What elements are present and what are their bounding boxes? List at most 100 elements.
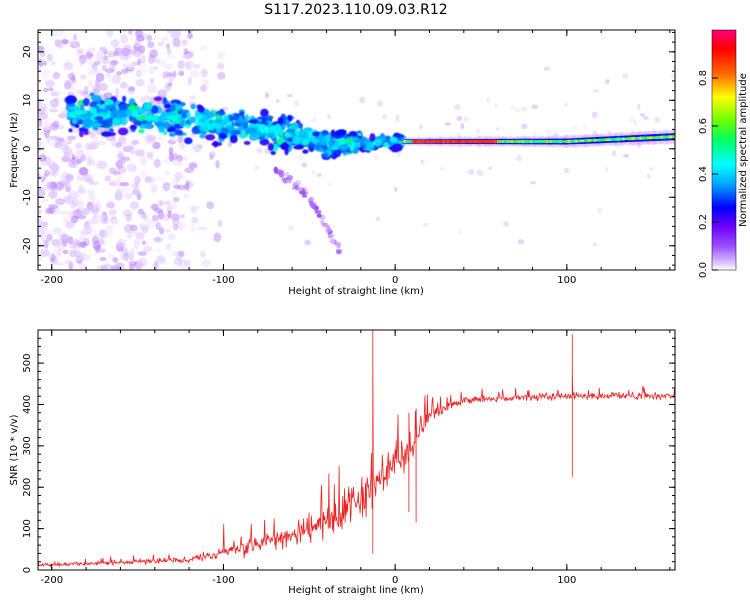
spectrogram-cell [488, 166, 493, 170]
spectrogram-cell [213, 140, 218, 148]
spectrogram-cell [592, 242, 598, 247]
spectrogram-cell [60, 233, 70, 244]
spectrogram-cell [113, 170, 121, 176]
spectrogram-cell [300, 134, 308, 140]
spectrogram-cell [108, 209, 118, 216]
spectrogram-cell [516, 154, 522, 162]
spectrogram-cell [104, 105, 113, 110]
spectrogram-cell [266, 132, 272, 137]
spectrogram-cell [168, 201, 178, 210]
spectrogram-cell [58, 180, 69, 188]
spectrogram-cell [170, 31, 178, 39]
spectrogram-cell [335, 248, 341, 253]
spectrogram-cell [300, 139, 310, 146]
colorbar-label: Normalized spectral amplitude [738, 73, 749, 227]
spectrogram-cell [63, 217, 70, 223]
spectrogram-cell [327, 235, 333, 239]
spectrogram-cell [242, 121, 249, 129]
spectrogram-cell [264, 92, 270, 99]
spectrogram-y-tick-label: 10 [22, 94, 33, 107]
colorbar: 0.0 0.2 0.4 0.6 0.8 Normalized spectral ampl… [698, 29, 749, 278]
spectrogram-cell [591, 111, 598, 119]
spectrogram-cell [301, 194, 308, 198]
spectrogram-cell [152, 141, 161, 150]
spectrogram-cell [178, 70, 185, 77]
spectrogram-cell [275, 123, 281, 128]
spectrogram-cell [46, 252, 53, 258]
spectrogram-cell [97, 214, 106, 221]
spectrogram-cell [486, 97, 490, 103]
spectrogram-cell [40, 198, 50, 203]
spectrogram-cell [275, 138, 285, 144]
spectrogram-cell [175, 104, 183, 112]
spectrogram-cell [239, 111, 245, 116]
spectrogram-cell [420, 159, 425, 165]
spectrogram-cell [84, 50, 93, 60]
spectrogram-cell [78, 129, 84, 138]
spectrogram-cell [77, 201, 85, 211]
spectrogram-cell [158, 126, 165, 133]
spectrogram-cell [259, 138, 270, 146]
spectrogram-cell [187, 32, 193, 39]
spectrogram-cell [106, 30, 114, 37]
spectrogram-cell [140, 169, 146, 179]
spectrogram-cell [135, 78, 145, 87]
spectrogram-cell [184, 167, 195, 174]
spectrogram-cell [48, 189, 58, 199]
spectrogram-cell [209, 154, 214, 161]
snr-x-tick-label: -100 [212, 575, 235, 586]
spectrogram-cell [243, 140, 251, 146]
spectrogram-cell [158, 227, 165, 235]
spectrogram-cell [183, 193, 189, 198]
spectrogram-cell [153, 236, 164, 243]
spectrogram-cell [316, 173, 322, 178]
spectrogram-cell [316, 213, 322, 218]
spectrogram-cell [42, 60, 48, 67]
spectrogram-cell [149, 96, 156, 104]
spectrogram-cell [229, 134, 238, 144]
spectrogram-cell [102, 92, 108, 102]
spectrogram-cell [276, 99, 280, 103]
spectrogram-cell [623, 154, 630, 158]
spectrogram-cell [270, 133, 276, 138]
spectrogram-cell [104, 99, 114, 106]
spectrogram-cell [157, 209, 164, 220]
spectrogram-cell [282, 179, 289, 184]
spectrogram-cell [91, 122, 103, 127]
spectrogram-cell [127, 64, 137, 71]
spectrogram-cell [121, 47, 130, 57]
spectrogram-cell [284, 119, 290, 127]
spectrogram-cell [205, 200, 215, 210]
spectrogram-cell [71, 75, 76, 84]
spectrogram-cell [83, 253, 91, 262]
spectrogram-cell [97, 160, 108, 170]
spectrogram-cell [89, 179, 94, 185]
spectrogram-cell [156, 221, 162, 229]
spectrogram-cell [90, 206, 100, 214]
spectrogram-cell [119, 83, 128, 89]
spectrogram-cell [153, 261, 159, 270]
spectrogram-cell [133, 238, 140, 249]
spectrogram-cell [189, 69, 199, 78]
spectrogram-cell [605, 79, 610, 84]
spectrogram-cell [223, 114, 230, 124]
spectrogram-cell [65, 196, 76, 205]
spectrogram-cell [254, 165, 260, 170]
spectrogram-cell [78, 184, 85, 194]
spectrogram-cell [100, 264, 108, 270]
spectrogram-cell [183, 48, 189, 55]
spectrogram-cell [592, 130, 598, 137]
spectrogram-cell [369, 133, 376, 142]
spectrogram-cell [439, 167, 445, 171]
spectrogram-cell [86, 47, 97, 52]
spectrogram-cell [101, 64, 107, 72]
spectrogram-cell [91, 135, 100, 142]
spectrogram-cell [130, 180, 135, 189]
spectrogram-cell [75, 159, 82, 164]
spectrogram-cell [104, 175, 112, 182]
spectrogram-cell [166, 30, 174, 34]
spectrogram-cell [187, 76, 192, 86]
spectrogram-cell [143, 114, 155, 122]
spectrogram-cell [135, 115, 146, 122]
spectrogram-cell [292, 136, 302, 145]
